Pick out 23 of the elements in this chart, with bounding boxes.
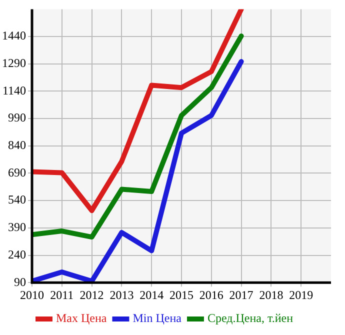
- x-tick-label: 2019: [289, 288, 314, 302]
- x-tick-label: 2018: [259, 288, 284, 302]
- x-tick-label: 2013: [110, 288, 134, 302]
- x-tick-label: 2017: [229, 288, 254, 302]
- y-tick-label: 840: [8, 138, 26, 152]
- x-tick-label: 2012: [80, 288, 104, 302]
- x-tick-label: 2016: [199, 288, 224, 302]
- x-tick-label: 2014: [140, 288, 164, 302]
- y-tick-label: 90: [14, 274, 26, 289]
- legend-label: Сред.Цена, т.йен: [207, 311, 294, 326]
- y-tick-label: 690: [8, 165, 26, 180]
- y-tick-label: 1440: [2, 28, 26, 43]
- legend-label: Max Цена: [56, 311, 108, 326]
- x-tick-label: 2010: [20, 288, 44, 302]
- legend-label: Min Цена: [132, 311, 182, 326]
- y-tick-label: 240: [8, 247, 26, 262]
- y-tick-label: 1140: [2, 83, 26, 98]
- x-tick-label: 2011: [50, 288, 74, 302]
- x-tick-label: 2015: [170, 288, 194, 302]
- y-tick-label: 990: [8, 110, 26, 125]
- y-tick-label: 390: [8, 220, 26, 234]
- y-tick-label: 1290: [2, 56, 26, 70]
- y-tick-label: 540: [8, 192, 26, 207]
